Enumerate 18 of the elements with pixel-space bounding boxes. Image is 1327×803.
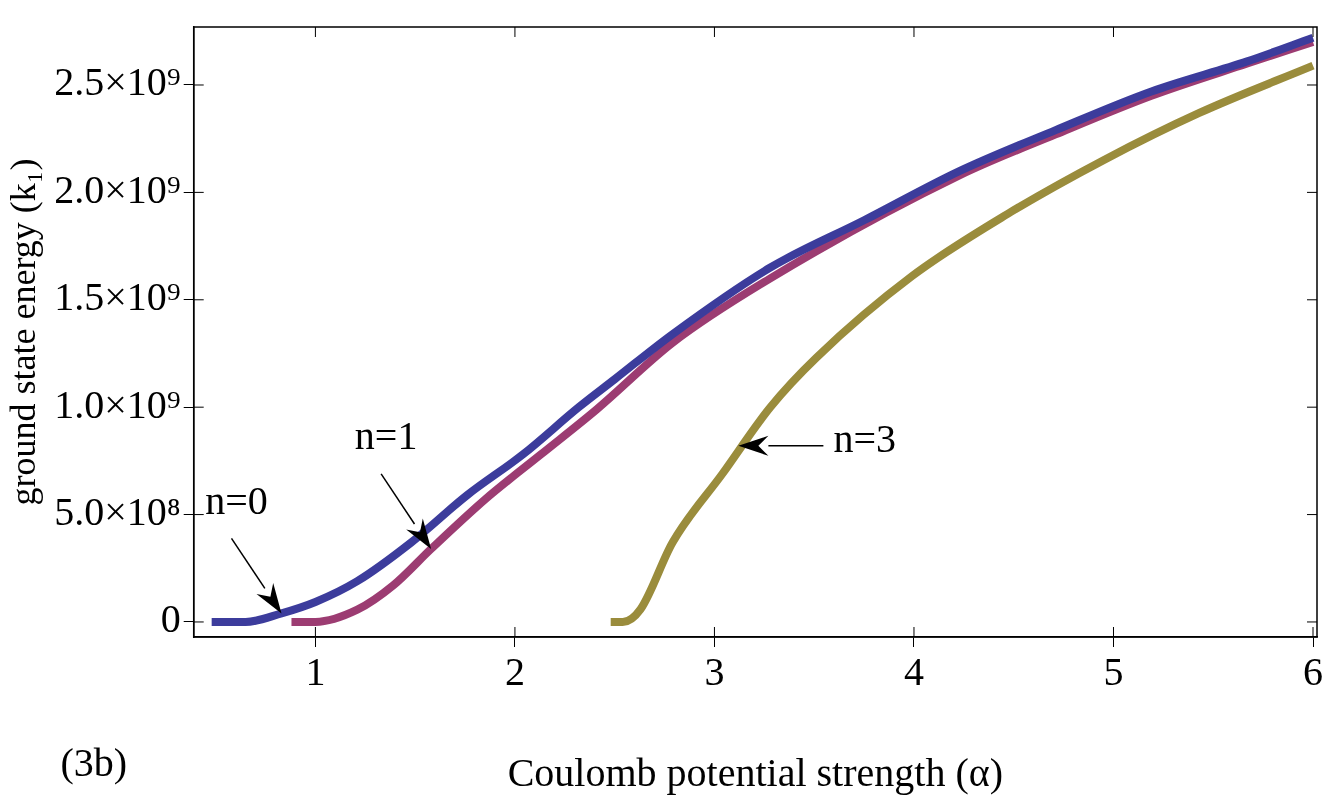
y-axis-title: ground state energy (k₁) (3, 158, 44, 506)
x-tick-label: 3 (704, 648, 725, 694)
annotation: n=0 (205, 477, 268, 523)
y-tick-label: 1.0×10⁹ (54, 381, 181, 427)
y-tick-label: 2.5×10⁹ (54, 59, 181, 105)
text: (3b) (60, 739, 128, 785)
annotation: n=3 (833, 416, 896, 462)
x-tick-label: 6 (1303, 648, 1324, 694)
y-tick-label: 0 (160, 596, 181, 642)
x-tick-label: 1 (305, 648, 326, 694)
y-tick-label: 1.5×10⁹ (54, 274, 181, 320)
x-tick-label: 2 (504, 648, 525, 694)
annotation: n=1 (354, 413, 418, 459)
y-tick-label: 2.0×10⁹ (54, 166, 181, 212)
x-tick-label: 5 (1103, 648, 1124, 694)
y-tick-label: 5.0×10⁸ (54, 489, 181, 535)
x-axis-title: Coulomb potential strength (α) (507, 749, 1004, 795)
x-tick-label: 4 (903, 648, 924, 694)
